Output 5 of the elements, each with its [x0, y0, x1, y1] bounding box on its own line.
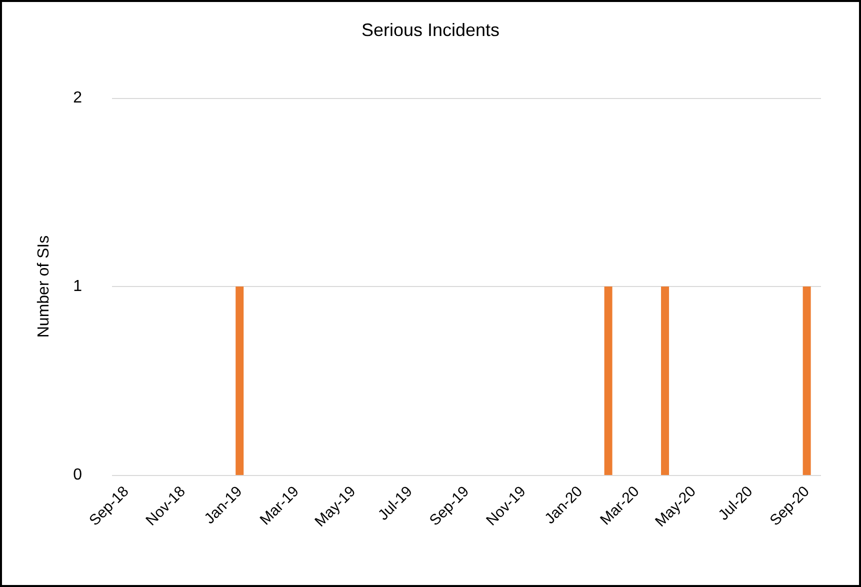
y-tick-label: 0	[73, 466, 82, 484]
y-tick-label: 2	[73, 90, 82, 106]
y-tick-label: 1	[73, 278, 82, 295]
y-axis-title: Number of SIs	[36, 235, 52, 338]
chart-title: Serious Incidents	[361, 20, 500, 40]
